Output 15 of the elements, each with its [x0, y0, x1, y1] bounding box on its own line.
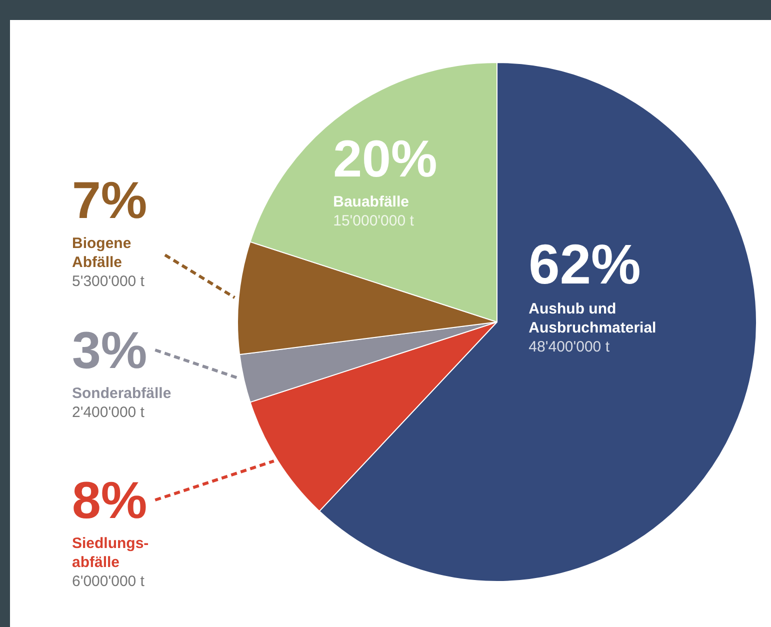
data-label: 7% [72, 172, 148, 230]
slice-label: Aushub und Ausbruchmaterial [528, 300, 656, 336]
slice-label: Bauabfälle [333, 194, 409, 211]
text: 2'400'000 t [72, 404, 144, 421]
slice-label: Sonderabfälle [72, 385, 172, 402]
data-label: 8% [72, 472, 148, 530]
text: 6'000'000 t [72, 573, 144, 590]
text: 5'300'000 t [72, 273, 144, 290]
data-label: 62% [528, 232, 641, 296]
data-label: 20% [333, 130, 438, 189]
text: 48'400'000 t [528, 338, 610, 356]
data-label: 3% [72, 322, 148, 380]
slice-label: Siedlungs- abfälle [72, 535, 149, 571]
text: 15'000'000 t [333, 212, 414, 230]
slice-label: Biogene Abfälle [72, 235, 132, 271]
